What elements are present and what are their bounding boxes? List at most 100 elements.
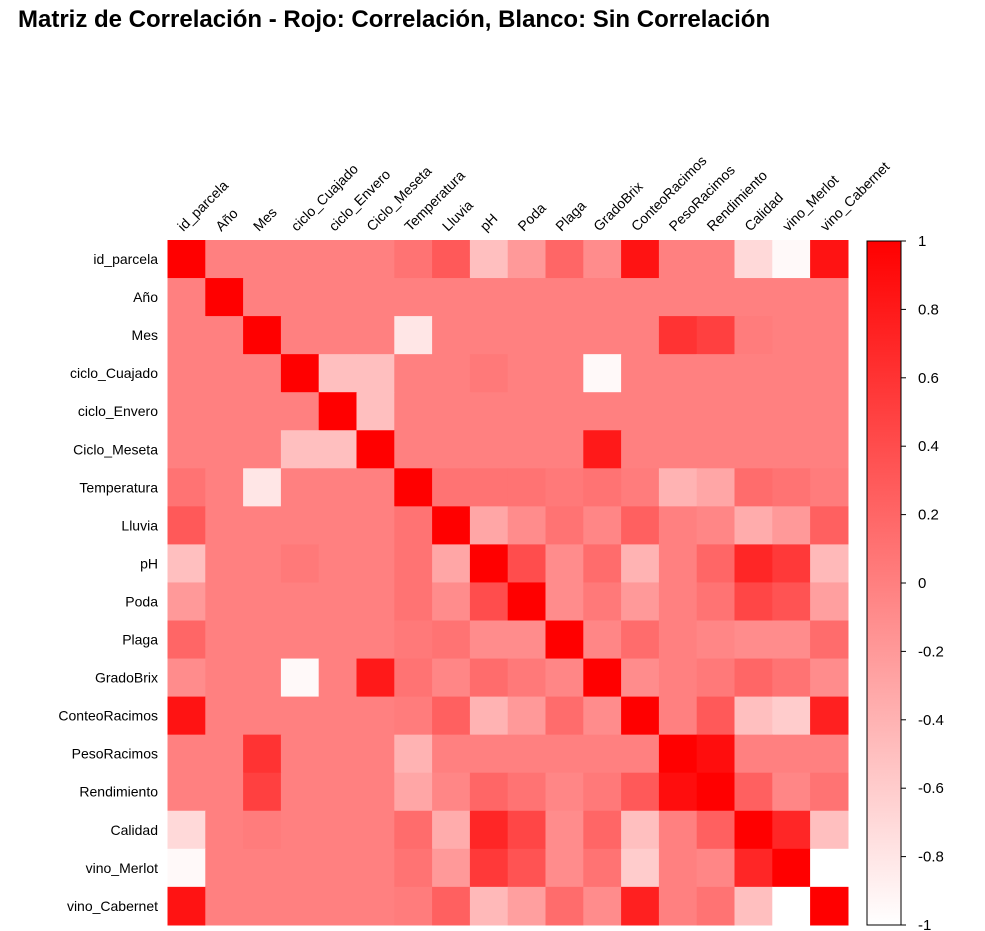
heatmap-cell-5-3 — [280, 430, 320, 469]
heatmap-cell-6-8 — [469, 468, 509, 507]
heatmap-cell-0-3 — [280, 240, 320, 279]
heatmap-cell-5-4 — [318, 430, 358, 469]
heatmap-cell-16-15 — [734, 848, 773, 888]
heatmap-cell-3-10 — [545, 354, 584, 393]
heatmap-cell-15-13 — [658, 810, 698, 850]
heatmap-cell-9-15 — [734, 582, 773, 622]
heatmap-cell-6-3 — [280, 468, 320, 507]
heatmap-cell-6-13 — [658, 468, 698, 507]
heatmap-cell-16-0 — [167, 848, 206, 888]
heatmap-cell-15-6 — [394, 810, 433, 850]
heatmap-cell-16-6 — [394, 848, 433, 888]
heatmap-cell-15-14 — [696, 810, 736, 850]
heatmap-cell-4-2 — [243, 392, 282, 431]
heatmap-cell-12-12 — [621, 696, 660, 736]
heatmap-cell-2-17 — [810, 316, 849, 355]
heatmap-cell-1-11 — [583, 278, 622, 317]
heatmap-cell-8-9 — [507, 544, 547, 584]
column-label-7: Lluvia — [439, 197, 476, 234]
heatmap-cell-17-16 — [772, 886, 811, 926]
heatmap-cell-10-4 — [318, 620, 358, 660]
heatmap-cell-11-13 — [658, 658, 698, 698]
heatmap-cell-4-3 — [280, 392, 320, 431]
heatmap-cell-11-16 — [772, 658, 811, 698]
heatmap-cell-15-4 — [318, 810, 358, 850]
heatmap-cell-1-0 — [167, 278, 206, 317]
heatmap-cell-9-2 — [243, 582, 282, 622]
heatmap-cell-2-6 — [394, 316, 433, 355]
heatmap-cell-4-4 — [318, 392, 358, 431]
heatmap-cell-2-8 — [469, 316, 509, 355]
heatmap-cell-5-11 — [583, 430, 622, 469]
heatmap-cell-6-12 — [621, 468, 660, 507]
heatmap-cell-7-5 — [356, 506, 395, 545]
heatmap-cell-2-4 — [318, 316, 358, 355]
heatmap-cell-3-15 — [734, 354, 773, 393]
heatmap-cell-3-1 — [205, 354, 244, 393]
heatmap-cell-4-11 — [583, 392, 622, 431]
row-label-10: Plaga — [122, 632, 158, 648]
heatmap-cell-8-11 — [583, 544, 622, 584]
heatmap-cell-2-2 — [243, 316, 282, 355]
heatmap-cell-17-7 — [432, 886, 471, 926]
heatmap-cell-0-9 — [507, 240, 547, 279]
heatmap-cell-15-7 — [432, 810, 471, 850]
row-label-12: ConteoRacimos — [58, 708, 158, 724]
row-label-7: Lluvia — [121, 517, 158, 533]
heatmap-cell-7-0 — [167, 506, 206, 545]
heatmap-cell-17-9 — [507, 886, 547, 926]
heatmap-cell-16-2 — [243, 848, 282, 888]
heatmap-cell-12-16 — [772, 696, 811, 736]
heatmap-cell-8-6 — [394, 544, 433, 584]
heatmap-cell-11-8 — [469, 658, 509, 698]
heatmap-cell-7-4 — [318, 506, 358, 545]
colorbar-tick-label-2: 0.6 — [918, 370, 939, 387]
heatmap-cell-4-14 — [696, 392, 736, 431]
heatmap-cell-12-13 — [658, 696, 698, 736]
heatmap-cell-12-3 — [280, 696, 320, 736]
heatmap-cell-16-11 — [583, 848, 622, 888]
heatmap-cell-15-10 — [545, 810, 584, 850]
heatmap-cell-16-9 — [507, 848, 547, 888]
heatmap-cell-8-8 — [469, 544, 509, 584]
heatmap-cell-2-10 — [545, 316, 584, 355]
chart-title: Matriz de Correlación - Rojo: Correlació… — [18, 6, 771, 33]
heatmap-cell-12-1 — [205, 696, 244, 736]
heatmap-cell-6-9 — [507, 468, 547, 507]
heatmap-cell-3-2 — [243, 354, 282, 393]
heatmap-cell-9-7 — [432, 582, 471, 622]
heatmap-cell-9-6 — [394, 582, 433, 622]
heatmap-cell-15-9 — [507, 810, 547, 850]
heatmap-cell-9-12 — [621, 582, 660, 622]
heatmap-cell-4-0 — [167, 392, 206, 431]
heatmap-cell-8-1 — [205, 544, 244, 584]
heatmap-cell-7-12 — [621, 506, 660, 545]
heatmap-cell-15-1 — [205, 810, 244, 850]
heatmap-cell-14-11 — [583, 772, 622, 812]
heatmap-cell-0-16 — [772, 240, 811, 279]
heatmap-cell-12-2 — [243, 696, 282, 736]
colorbar: 1 0.8 0.6 0.4 0.2 0 -0.2 -0.4 -0.6 -0.8 -1 — [866, 233, 944, 931]
heatmap-cell-14-1 — [205, 772, 244, 812]
heatmap-cell-3-13 — [658, 354, 698, 393]
heatmap-cell-10-12 — [621, 620, 660, 660]
heatmap-cell-13-7 — [432, 734, 471, 774]
heatmap-cell-16-5 — [356, 848, 395, 888]
heatmap-cell-4-10 — [545, 392, 584, 431]
heatmap-cell-11-9 — [507, 658, 547, 698]
heatmap-cell-13-3 — [280, 734, 320, 774]
row-label-0: id_parcela — [93, 251, 158, 267]
heatmap-cell-7-1 — [205, 506, 244, 545]
heatmap-cell-5-0 — [167, 430, 206, 469]
heatmap-cell-13-8 — [469, 734, 509, 774]
row-label-9: Poda — [125, 593, 158, 609]
heatmap-cell-11-12 — [621, 658, 660, 698]
heatmap-cell-2-3 — [280, 316, 320, 355]
heatmap-cell-4-15 — [734, 392, 773, 431]
heatmap-cell-7-17 — [810, 506, 849, 545]
heatmap-cell-16-7 — [432, 848, 471, 888]
heatmap-cell-7-10 — [545, 506, 584, 545]
row-label-6: Temperatura — [79, 479, 158, 495]
heatmap-cell-14-3 — [280, 772, 320, 812]
heatmap-cell-12-10 — [545, 696, 584, 736]
